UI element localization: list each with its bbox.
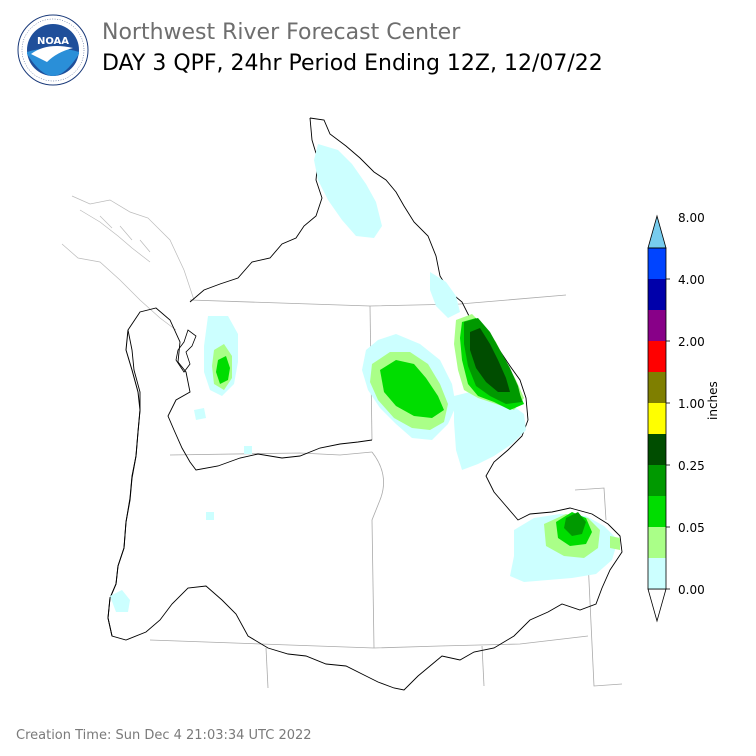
- colorbar-cell: [648, 310, 666, 341]
- creation-time: Creation Time: Sun Dec 4 21:03:34 UTC 20…: [16, 728, 312, 743]
- colorbar-label: inches: [706, 381, 720, 420]
- precip-005: [110, 144, 618, 612]
- basin-outline: [107, 117, 623, 691]
- state-boundaries: [149, 294, 623, 689]
- colorbar-cell: [648, 558, 666, 589]
- coastline-or: [107, 329, 141, 637]
- basin-outline-north: [189, 117, 323, 303]
- noaa-logo: NOAA: [17, 14, 89, 86]
- colorbar-cell: [648, 527, 666, 558]
- colorbar-cell: [647, 214, 667, 249]
- precip-400: [470, 328, 510, 392]
- colorbar-tick: 8.00: [678, 211, 705, 225]
- colorbar-tick: 1.00: [678, 397, 705, 411]
- puget-sound: [175, 329, 197, 373]
- colorbar: [647, 214, 670, 623]
- colorbar-cell: [648, 434, 666, 465]
- colorbar-tick: 0.05: [678, 521, 705, 535]
- svg-text:NOAA: NOAA: [37, 36, 69, 47]
- colorbar-cell: [648, 248, 666, 279]
- colorbar-cell: [648, 372, 666, 403]
- colorbar-tick: 0.00: [678, 583, 705, 597]
- colorbar-tick: 4.00: [678, 273, 705, 287]
- colorbar-tick: 0.25: [678, 459, 705, 473]
- colorbar-cell: [647, 588, 667, 623]
- colorbar-cell: [648, 341, 666, 372]
- colorbar-cell: [648, 496, 666, 527]
- page-title: Northwest River Forecast Center: [102, 20, 461, 45]
- map-subtitle: DAY 3 QPF, 24hr Period Ending 12Z, 12/07…: [102, 51, 603, 76]
- colorbar-cell: [648, 279, 666, 310]
- colorbar-cell: [648, 403, 666, 434]
- colorbar-cell: [648, 465, 666, 496]
- colorbar-tick: 2.00: [678, 335, 705, 349]
- coastline-bc: [61, 195, 195, 331]
- colorbar-outline: [647, 247, 667, 590]
